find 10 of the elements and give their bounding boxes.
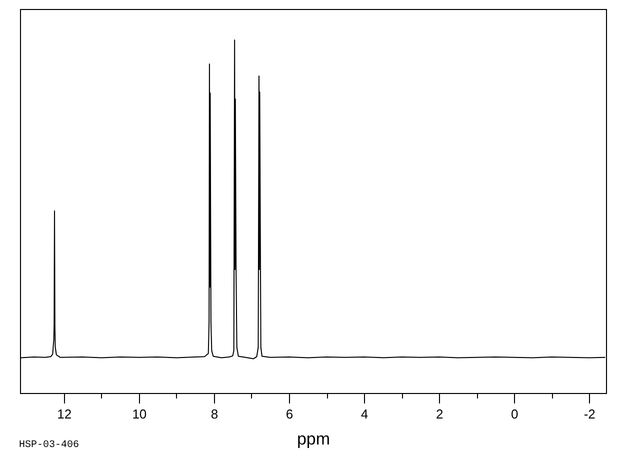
x-tick-label: 0: [510, 406, 518, 422]
x-tick-label: 8: [210, 406, 218, 422]
x-tick-label: 4: [360, 406, 368, 422]
x-tick-label: 12: [57, 406, 72, 422]
x-tick-label: 6: [286, 406, 294, 422]
x-tick-label: -2: [584, 406, 596, 422]
text: HSP-03-406: [19, 440, 80, 451]
x-axis-title: ppm: [296, 430, 330, 448]
x-tick-label: 10: [132, 406, 147, 422]
x-tick-label: 2: [436, 406, 444, 422]
